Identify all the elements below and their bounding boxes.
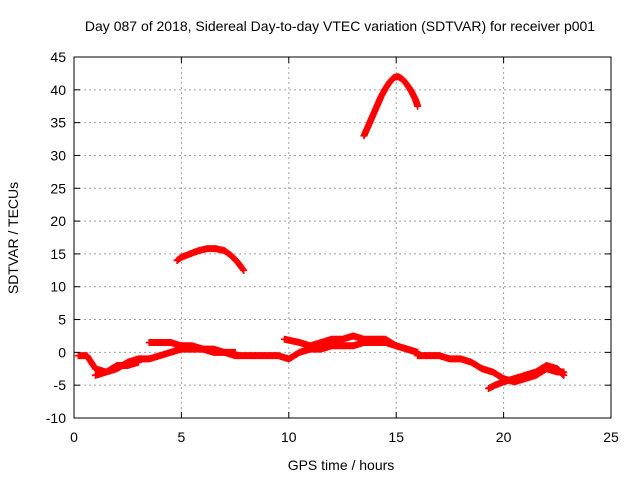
y-tick-label: 35 <box>50 115 66 131</box>
x-tick-label: 0 <box>70 429 78 445</box>
y-tick-label: -10 <box>46 410 66 426</box>
y-tick-label: 25 <box>50 180 66 196</box>
y-tick-label: 40 <box>50 82 66 98</box>
y-tick-label: 15 <box>50 246 66 262</box>
data-point <box>240 266 248 274</box>
data-point <box>414 102 422 110</box>
series-track-late-2 <box>485 361 568 392</box>
x-axis-label: GPS time / hours <box>288 457 395 473</box>
x-tick-label: 25 <box>603 429 619 445</box>
x-tick-label: 5 <box>178 429 186 445</box>
data-point <box>559 370 567 378</box>
data-point <box>239 265 247 273</box>
y-tick-label: 30 <box>50 147 66 163</box>
x-tick-label: 20 <box>496 429 512 445</box>
y-tick-label: 45 <box>50 49 66 65</box>
y-tick-label: 20 <box>50 213 66 229</box>
series-track-mid-a <box>145 339 239 356</box>
chart-title: Day 087 of 2018, Sidereal Day-to-day VTE… <box>85 18 595 34</box>
y-axis-label: SDTVAR / TECUs <box>5 182 21 294</box>
data-point <box>560 371 568 379</box>
x-tick-label: 15 <box>388 429 404 445</box>
y-tick-label: 10 <box>50 279 66 295</box>
y-tick-label: -5 <box>54 377 67 393</box>
series-arc-40 <box>360 73 422 140</box>
data-points <box>74 73 568 392</box>
data-point <box>231 348 239 356</box>
ticks: 0 5 10 15 20 25 -10 -5 0 5 10 15 20 25 30 35 40 45 <box>46 49 619 445</box>
data-point <box>134 358 142 366</box>
series-track-mid-b <box>281 332 422 356</box>
series-arc-15 <box>173 245 248 274</box>
plot-frame <box>73 56 612 419</box>
y-tick-label: 0 <box>58 344 66 360</box>
y-tick-label: 5 <box>58 312 66 328</box>
series-track-main-low-2 <box>91 358 142 379</box>
x-tick-label: 10 <box>281 429 297 445</box>
